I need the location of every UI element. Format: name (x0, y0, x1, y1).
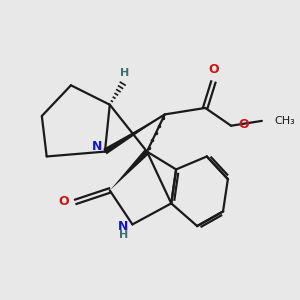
Text: O: O (208, 63, 219, 76)
Polygon shape (110, 149, 149, 190)
Text: H: H (120, 68, 129, 78)
Text: O: O (238, 118, 249, 130)
Text: N: N (118, 220, 129, 232)
Text: H: H (119, 230, 128, 240)
Text: CH₃: CH₃ (274, 116, 295, 126)
Polygon shape (103, 114, 165, 154)
Text: N: N (92, 140, 102, 153)
Text: O: O (58, 195, 69, 208)
